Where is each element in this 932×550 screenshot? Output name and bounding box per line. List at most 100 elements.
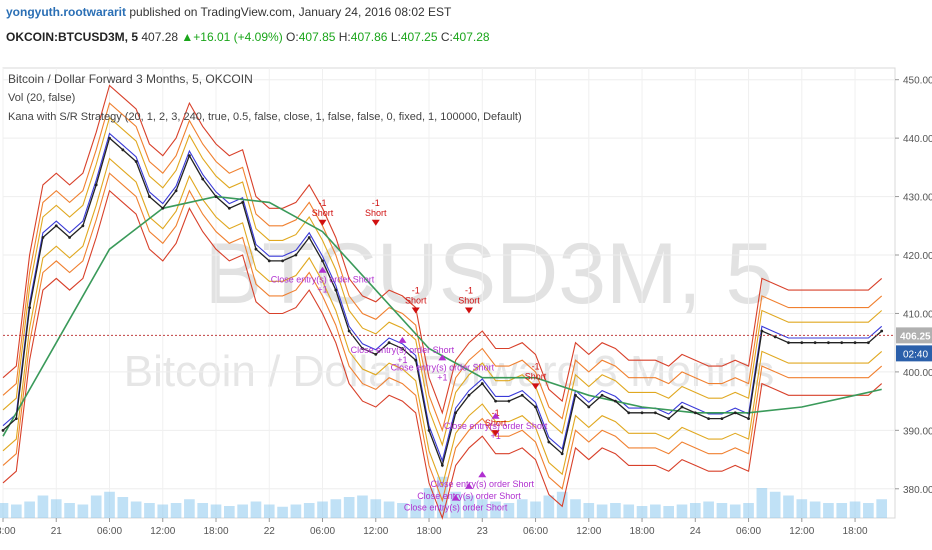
countdown-tag-label: 02:40: [903, 349, 928, 360]
volume-bar: [237, 504, 248, 518]
price-point: [520, 393, 524, 397]
volume-bar: [463, 495, 475, 518]
price-point: [600, 393, 604, 397]
volume-bar: [90, 495, 102, 518]
volume-bar: [596, 504, 608, 518]
volume-bar: [210, 504, 222, 518]
volume-bar: [823, 503, 834, 518]
price-point: [14, 417, 18, 421]
close-signal-label: Close entry(s) order Short: [404, 503, 508, 513]
price-point: [361, 347, 364, 350]
volume-bar: [689, 503, 701, 518]
price-point: [494, 399, 497, 403]
price-point: [680, 405, 684, 409]
price-point: [467, 393, 471, 397]
price-point: [653, 411, 657, 415]
price-point: [81, 224, 85, 228]
short-signal-label: Short: [405, 295, 427, 305]
close-arrow-icon: [318, 266, 327, 273]
outer-band-lower: [2, 189, 883, 520]
price-point: [627, 411, 631, 415]
price-point: [440, 464, 444, 467]
publisher-username[interactable]: yongyuth.rootwararit: [6, 5, 127, 19]
volume-bar: [876, 499, 888, 518]
close-arrow-icon: [451, 494, 460, 501]
volume-bar: [570, 499, 581, 518]
open-value: 407.85: [298, 30, 336, 44]
price-point: [214, 195, 218, 198]
y-tick-label: 430.00: [903, 193, 932, 204]
y-tick-label: 390.00: [903, 426, 932, 437]
price-point: [454, 411, 458, 415]
price-point: [760, 329, 764, 333]
price-chart[interactable]: BTCUSD3M, 5 Bitcoin / Dollar Forward 3 Mo…: [0, 50, 932, 550]
x-tick-label: 21: [51, 526, 63, 537]
y-tick-label: 420.00: [903, 251, 932, 262]
price-point: [94, 183, 98, 187]
quote-line: OKCOIN:BTCUSD3M, 5 407.28 ▲+16.01 (+4.09…: [6, 30, 490, 44]
volume-bar: [144, 503, 155, 518]
volume-bar: [303, 503, 315, 518]
volume-bar: [0, 503, 9, 518]
volume-bar: [836, 503, 848, 518]
close-signal-label: Close entry(s) order Short: [391, 362, 495, 372]
volume-bar: [277, 506, 288, 518]
volume-bar: [170, 503, 182, 518]
close-value: 407.28: [452, 30, 490, 44]
y-tick-label: 400.00: [903, 368, 932, 379]
close-arrow-icon: [464, 482, 473, 489]
basis-line: [2, 132, 883, 463]
price-point: [773, 335, 777, 339]
y-tick-label: 450.00: [903, 76, 932, 87]
price-point: [480, 382, 484, 385]
price-point: [254, 247, 258, 251]
price-point: [148, 195, 151, 198]
volume-bar: [290, 504, 302, 518]
price-point: [560, 452, 564, 456]
plot-frame: [2, 67, 896, 519]
close-signal-label: Close entry(s) order Short: [271, 275, 375, 285]
price-point: [707, 417, 711, 421]
volume-bar: [24, 501, 35, 518]
volume-bar: [343, 497, 355, 518]
price-point: [667, 417, 671, 421]
inner-band-upper: [2, 116, 883, 447]
price-point: [227, 206, 231, 210]
price-point: [28, 306, 32, 310]
low-value: 407.25: [400, 30, 438, 44]
x-tick-label: 23: [477, 526, 489, 537]
close-signal-count: +1: [317, 285, 327, 295]
close-signal-count: +1: [490, 431, 500, 441]
price-point: [201, 177, 205, 181]
short-arrow-icon: [464, 307, 473, 314]
volume-bar: [10, 504, 22, 518]
volume-bar: [437, 476, 448, 518]
price-point: [827, 341, 830, 345]
volume-bar: [716, 503, 728, 518]
volume-bar: [50, 499, 62, 518]
volume-bar: [383, 501, 395, 518]
volume-bar: [530, 501, 541, 518]
countdown-tag: [896, 345, 932, 362]
published-text: published on TradingView.com, January 24…: [129, 5, 452, 19]
volume-bar: [370, 499, 382, 518]
volume-bar: [77, 504, 89, 518]
volume-bar: [703, 501, 714, 518]
price-point: [1, 428, 5, 432]
x-tick-label: 06:00: [523, 526, 548, 537]
price-point: [347, 329, 351, 333]
volume-bar: [583, 503, 595, 518]
close-arrow-icon: [478, 471, 487, 478]
price-point: [427, 428, 431, 432]
volume-bar: [663, 506, 674, 518]
price-point: [693, 411, 697, 415]
symbol-label: OKCOIN:BTCUSD3M, 5: [6, 30, 139, 44]
volume-bar: [543, 495, 555, 518]
volume-bar: [610, 503, 621, 518]
price-point: [134, 160, 138, 163]
volume-bar: [636, 506, 648, 518]
close-arrow-icon: [398, 336, 407, 343]
x-tick-label: 18:00: [843, 526, 868, 537]
volume-bar: [756, 488, 768, 518]
last-price: 407.28: [141, 30, 179, 44]
